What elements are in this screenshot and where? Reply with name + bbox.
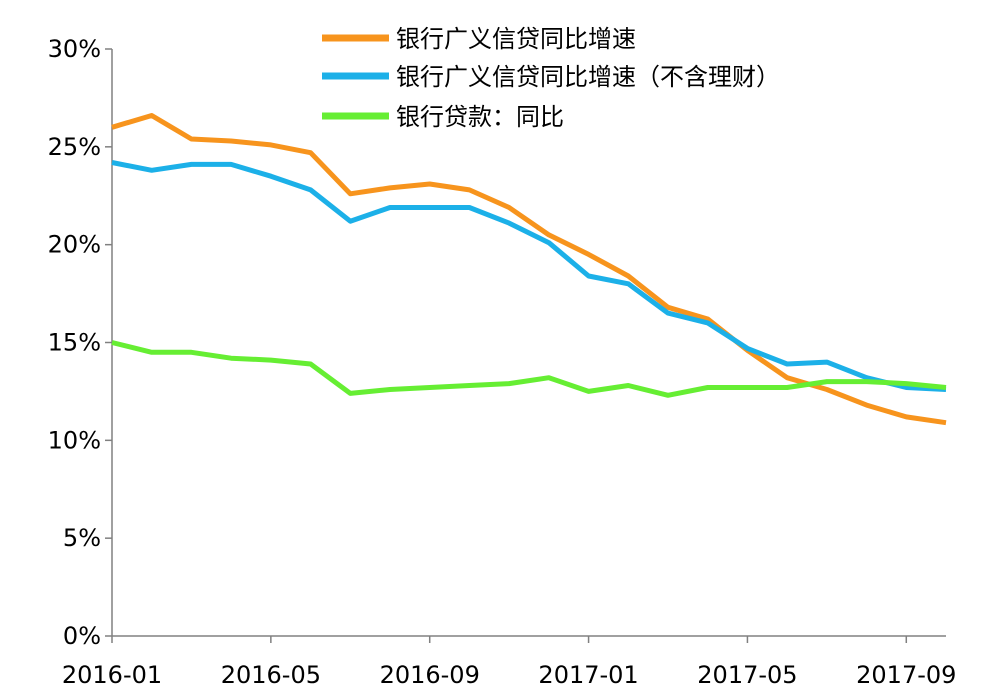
series-line-2	[111, 160, 947, 392]
legend-label-3: 银行贷款：同比	[396, 103, 564, 131]
x-tick-label: 2016-05	[221, 661, 321, 689]
series-line-3	[111, 340, 947, 398]
series-layer	[111, 113, 947, 426]
y-tick-label: 20%	[48, 231, 101, 259]
x-tick-label: 2017-01	[538, 661, 638, 689]
y-tick-label: 15%	[48, 329, 101, 357]
y-tick-label: 10%	[48, 426, 101, 454]
y-tick-label: 0%	[63, 622, 101, 650]
y-tick-label: 30%	[48, 35, 101, 63]
x-tick-label: 2017-09	[856, 661, 956, 689]
x-tick-label: 2016-01	[62, 661, 162, 689]
legend-label-2: 银行广义信贷同比增速（不含理财）	[396, 63, 780, 91]
axes: 0% 5% 10% 15% 20% 25% 30% 2016-01 2016-05 2016-09…	[48, 35, 957, 689]
series-line-1	[111, 113, 947, 426]
y-tick-label: 5%	[63, 524, 101, 552]
y-tick-label: 25%	[48, 133, 101, 161]
x-tick-label: 2016-09	[380, 661, 480, 689]
legend-label-1: 银行广义信贷同比增速	[396, 25, 636, 53]
x-tick-label: 2017-05	[697, 661, 797, 689]
